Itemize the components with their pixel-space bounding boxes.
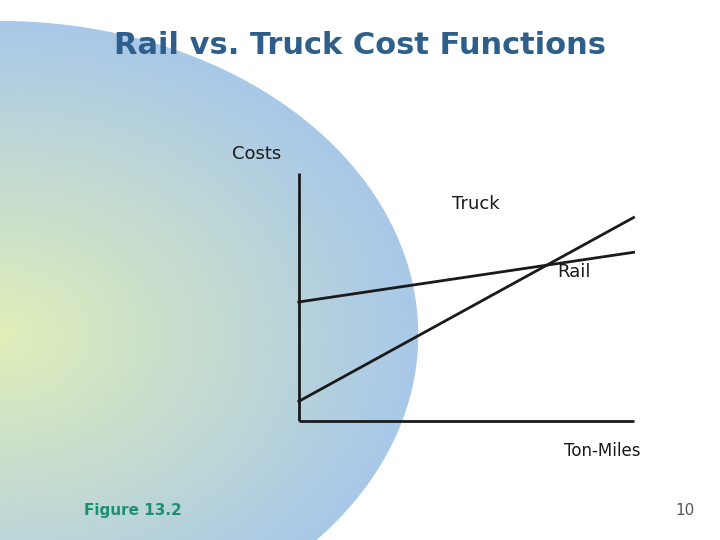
Polygon shape bbox=[0, 84, 334, 540]
Polygon shape bbox=[0, 178, 209, 491]
Polygon shape bbox=[0, 288, 63, 382]
Text: Figure 13.2: Figure 13.2 bbox=[84, 503, 182, 518]
Polygon shape bbox=[0, 65, 360, 540]
Polygon shape bbox=[0, 319, 21, 350]
Polygon shape bbox=[0, 88, 329, 540]
Polygon shape bbox=[0, 174, 214, 495]
Polygon shape bbox=[0, 213, 162, 456]
Polygon shape bbox=[0, 139, 261, 530]
Polygon shape bbox=[0, 323, 16, 347]
Polygon shape bbox=[0, 147, 251, 523]
Text: 10: 10 bbox=[675, 503, 695, 518]
Polygon shape bbox=[0, 127, 276, 540]
Polygon shape bbox=[0, 104, 308, 540]
Polygon shape bbox=[0, 80, 339, 540]
Polygon shape bbox=[0, 159, 235, 511]
Polygon shape bbox=[0, 155, 240, 515]
Polygon shape bbox=[0, 249, 115, 421]
Polygon shape bbox=[0, 124, 282, 540]
Polygon shape bbox=[0, 25, 413, 540]
Polygon shape bbox=[0, 72, 350, 540]
Polygon shape bbox=[0, 256, 104, 413]
Polygon shape bbox=[0, 69, 355, 540]
Polygon shape bbox=[0, 45, 386, 540]
Polygon shape bbox=[0, 166, 225, 503]
Polygon shape bbox=[0, 131, 271, 538]
Polygon shape bbox=[0, 280, 73, 389]
Polygon shape bbox=[0, 296, 52, 374]
Polygon shape bbox=[0, 198, 183, 472]
Polygon shape bbox=[0, 233, 135, 436]
Polygon shape bbox=[0, 151, 246, 519]
Polygon shape bbox=[0, 237, 130, 433]
Polygon shape bbox=[0, 37, 397, 540]
Polygon shape bbox=[0, 112, 297, 540]
Polygon shape bbox=[0, 108, 302, 540]
Text: Rail vs. Truck Cost Functions: Rail vs. Truck Cost Functions bbox=[114, 31, 606, 60]
Polygon shape bbox=[0, 143, 256, 526]
Polygon shape bbox=[0, 171, 220, 499]
Polygon shape bbox=[0, 225, 146, 444]
Polygon shape bbox=[0, 284, 68, 386]
Polygon shape bbox=[0, 186, 198, 483]
Polygon shape bbox=[0, 265, 94, 405]
Polygon shape bbox=[0, 30, 408, 540]
Polygon shape bbox=[0, 327, 10, 342]
Polygon shape bbox=[0, 303, 42, 366]
Polygon shape bbox=[0, 61, 365, 540]
Text: Rail: Rail bbox=[557, 263, 590, 281]
Polygon shape bbox=[0, 307, 37, 362]
Polygon shape bbox=[0, 119, 287, 540]
Polygon shape bbox=[0, 77, 344, 540]
Polygon shape bbox=[0, 221, 151, 448]
Polygon shape bbox=[0, 253, 109, 417]
Polygon shape bbox=[0, 241, 125, 429]
Polygon shape bbox=[0, 135, 266, 535]
Polygon shape bbox=[0, 194, 188, 476]
Polygon shape bbox=[0, 96, 318, 540]
Polygon shape bbox=[0, 57, 371, 540]
Polygon shape bbox=[0, 312, 32, 358]
Polygon shape bbox=[0, 272, 84, 397]
Polygon shape bbox=[0, 276, 78, 394]
Polygon shape bbox=[0, 331, 5, 339]
Text: Costs: Costs bbox=[232, 145, 281, 163]
Polygon shape bbox=[0, 49, 381, 540]
Polygon shape bbox=[0, 92, 324, 540]
Polygon shape bbox=[0, 41, 392, 540]
Polygon shape bbox=[0, 218, 156, 452]
Polygon shape bbox=[0, 268, 89, 401]
Polygon shape bbox=[0, 300, 47, 370]
Polygon shape bbox=[0, 182, 204, 488]
Polygon shape bbox=[0, 245, 120, 425]
Polygon shape bbox=[0, 190, 193, 480]
Polygon shape bbox=[0, 202, 177, 468]
Polygon shape bbox=[0, 116, 292, 540]
Polygon shape bbox=[0, 206, 172, 464]
Polygon shape bbox=[0, 53, 376, 540]
Text: Ton-Miles: Ton-Miles bbox=[564, 442, 641, 460]
Polygon shape bbox=[0, 100, 313, 540]
Polygon shape bbox=[0, 163, 230, 507]
Polygon shape bbox=[0, 315, 26, 354]
Polygon shape bbox=[0, 292, 58, 378]
Polygon shape bbox=[0, 22, 418, 540]
Polygon shape bbox=[0, 260, 99, 409]
Polygon shape bbox=[0, 210, 167, 460]
Text: Truck: Truck bbox=[452, 194, 500, 213]
Polygon shape bbox=[0, 229, 141, 441]
Polygon shape bbox=[0, 33, 402, 540]
